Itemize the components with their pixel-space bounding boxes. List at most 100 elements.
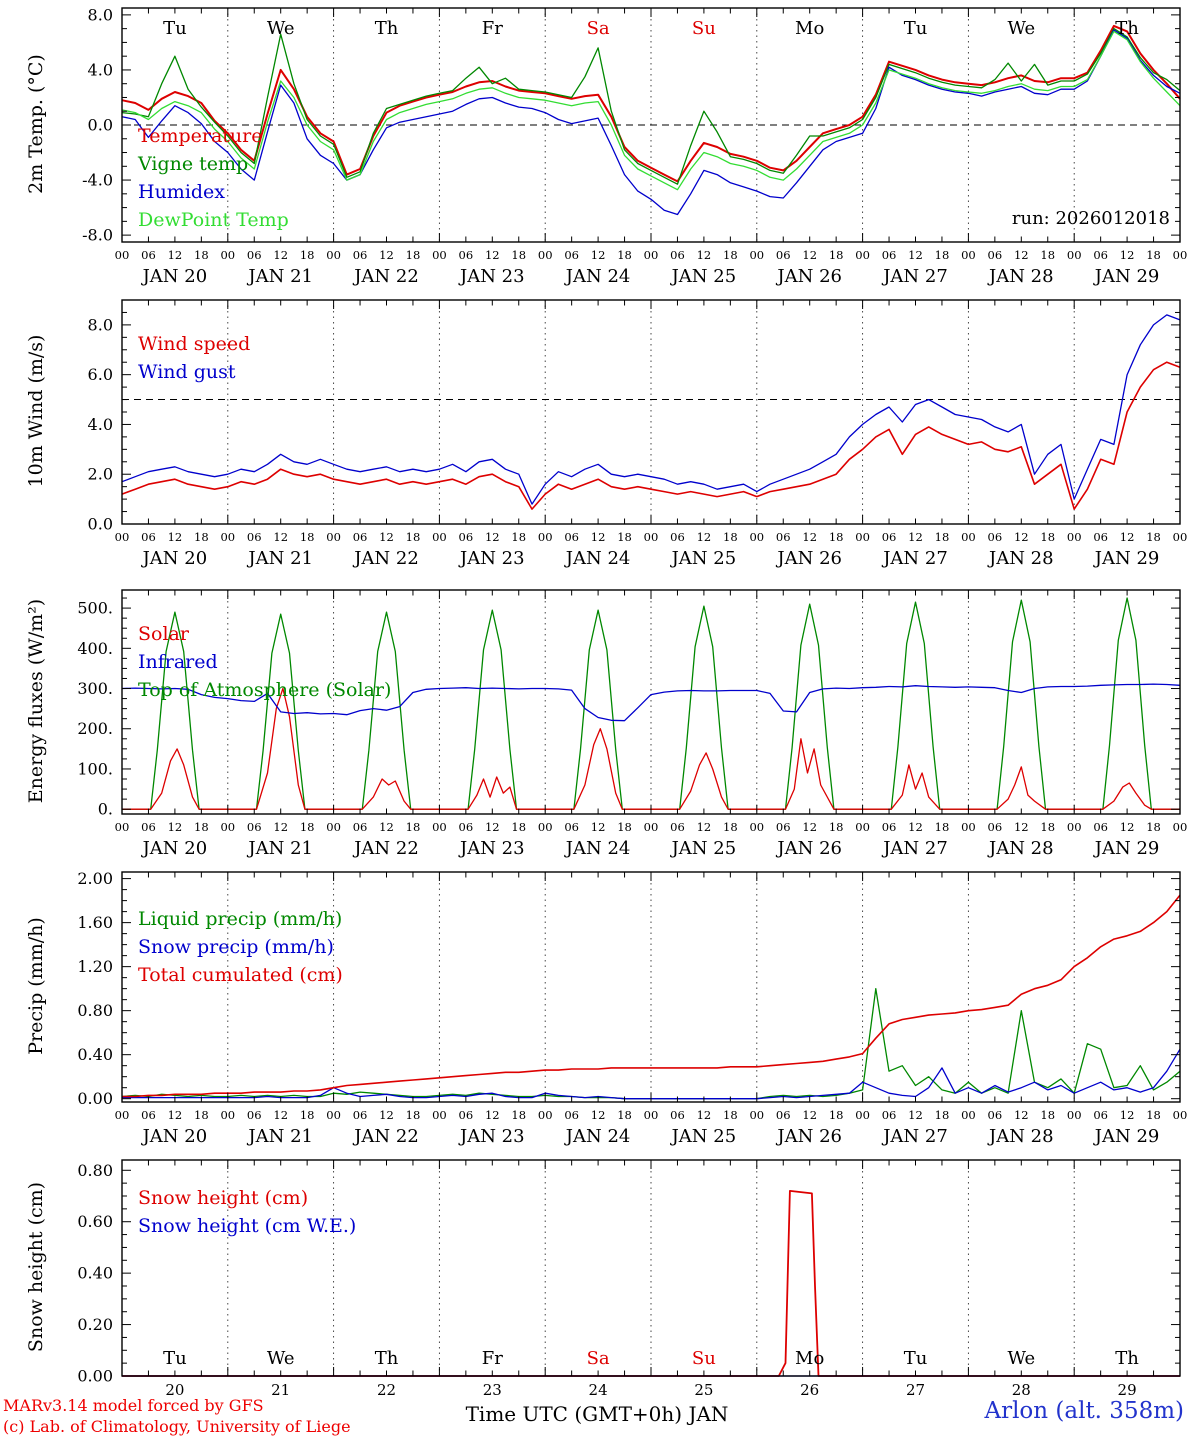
hour-label: 00: [326, 820, 341, 834]
hour-label: 06: [776, 248, 791, 262]
y-tick-label: 0.80: [77, 1001, 113, 1020]
hour-label: 18: [406, 248, 421, 262]
y-tick-label: 0.20: [77, 1315, 113, 1334]
date-label: JAN 29: [1093, 838, 1160, 859]
hour-label: 00: [961, 530, 976, 544]
y-tick-label: 200.: [77, 719, 113, 738]
hour-label: 06: [988, 820, 1003, 834]
panel-temperature: -8.0 -4.0 0.0 4.0 8.0 00 06 12 18 00 06 12 18 00 06 12 1…: [82, 5, 1187, 287]
hour-label: 12: [908, 248, 923, 262]
y-tick-label: 1.20: [77, 957, 113, 976]
legend-dewpoint-temp: DewPoint Temp: [138, 209, 289, 231]
hour-label: 06: [141, 248, 156, 262]
hour-label: 12: [1014, 820, 1029, 834]
day-name-label: Fr: [482, 18, 503, 39]
run-label: run: 2026012018: [1011, 208, 1170, 229]
y-tick-label: 300.: [77, 679, 113, 698]
hour-label: 18: [1040, 820, 1055, 834]
day-number-label: 21: [271, 1381, 290, 1399]
date-label: JAN 29: [1093, 548, 1160, 569]
legend-snow-height-we: Snow height (cm W.E.): [138, 1215, 357, 1237]
y-tick-label: 0.: [98, 800, 113, 819]
series-wind-speed: [121, 361, 1181, 510]
y-tick-label: 500.: [77, 599, 113, 618]
y-tick-label: 4.0: [88, 60, 113, 79]
hour-label: 00: [326, 530, 341, 544]
day-number-label: 27: [906, 1381, 925, 1399]
hour-label: 00: [644, 530, 659, 544]
panel-snow-height: 0.00 0.20 0.40 0.60 0.80 20 21 22 23 24 25 26 27 28 29…: [77, 1159, 1181, 1399]
y-tick-label: 0.00: [77, 1367, 113, 1386]
hour-label: 06: [776, 530, 791, 544]
hour-label: 18: [194, 1108, 209, 1122]
day-name-label: Su: [692, 18, 716, 39]
day-name-label: Tu: [904, 18, 928, 39]
y-tick-label: 0.40: [77, 1045, 113, 1064]
hour-label: 06: [459, 1108, 474, 1122]
date-label: JAN 21: [246, 548, 313, 569]
hour-label: 12: [802, 530, 817, 544]
y-tick-label: 100.: [77, 759, 113, 778]
hour-label: 00: [961, 820, 976, 834]
hour-label: 06: [247, 248, 262, 262]
hour-label: 18: [194, 248, 209, 262]
legend-humidex: Humidex: [138, 181, 226, 203]
hour-label: 12: [273, 820, 288, 834]
legend-total-cumulated: Total cumulated (cm): [138, 964, 343, 986]
hour-label: 12: [485, 530, 500, 544]
day-number-label: 20: [165, 1381, 184, 1399]
hour-label: 18: [617, 820, 632, 834]
legend-snow-height: Snow height (cm): [138, 1187, 309, 1209]
panel-wind: 0.0 2.0 4.0 6.0 8.0 00 06 12 18 00 06 12 18 00 06 12 18 0…: [88, 299, 1187, 569]
day-name-label: Th: [1115, 1348, 1139, 1369]
hour-label: 00: [749, 1108, 764, 1122]
date-label: JAN 20: [141, 1126, 208, 1147]
hour-label: 06: [776, 1108, 791, 1122]
hour-label: 00: [326, 248, 341, 262]
date-label: JAN 23: [458, 266, 525, 287]
date-label: JAN 26: [775, 1126, 842, 1147]
day-number-label: 26: [800, 1381, 819, 1399]
date-label: JAN 24: [564, 548, 631, 569]
temperature-legend: Temperature Vigne temp Humidex DewPoint …: [138, 122, 289, 234]
hour-label: 12: [485, 820, 500, 834]
date-label: JAN 22: [352, 838, 419, 859]
hour-label: 06: [670, 820, 685, 834]
hour-label: 12: [273, 530, 288, 544]
hour-label: 12: [379, 248, 394, 262]
series-infrared: [121, 683, 1181, 722]
hour-label: 00: [1173, 1108, 1188, 1122]
y-tick-label: 0.60: [77, 1212, 113, 1231]
series-solar: [122, 687, 1180, 810]
date-label: JAN 28: [987, 838, 1054, 859]
date-label: JAN 26: [775, 548, 842, 569]
day-name-label: We: [1007, 1348, 1035, 1369]
hour-label: 00: [220, 530, 235, 544]
date-label: JAN 26: [775, 266, 842, 287]
hour-label: 12: [1014, 1108, 1029, 1122]
y-axis-title-precip: Precip (mm/h): [25, 917, 47, 1055]
hour-label: 12: [168, 820, 183, 834]
hour-label: 00: [1173, 248, 1188, 262]
hour-label: 00: [432, 820, 447, 834]
hour-label: 06: [141, 1108, 156, 1122]
legend-temperature: Temperature: [138, 125, 263, 147]
hour-label: 06: [1093, 820, 1108, 834]
hour-label: 06: [564, 1108, 579, 1122]
legend-infrared: Infrared: [138, 651, 218, 673]
hour-label: 18: [406, 530, 421, 544]
hour-label: 12: [273, 248, 288, 262]
hour-label: 00: [749, 248, 764, 262]
day-name-label: Sa: [587, 1348, 610, 1369]
hour-label: 18: [511, 820, 526, 834]
hour-label: 06: [459, 820, 474, 834]
date-label: JAN 24: [564, 838, 631, 859]
precip-legend: Liquid precip (mm/h) Snow precip (mm/h) …: [138, 905, 343, 989]
date-label: JAN 20: [141, 548, 208, 569]
model-credit-line: MARv3.14 model forced by GFS: [3, 1396, 264, 1415]
hour-label: 06: [776, 820, 791, 834]
day-name-label: Mo: [795, 18, 824, 39]
series-dewpoint-temp: [121, 30, 1181, 191]
